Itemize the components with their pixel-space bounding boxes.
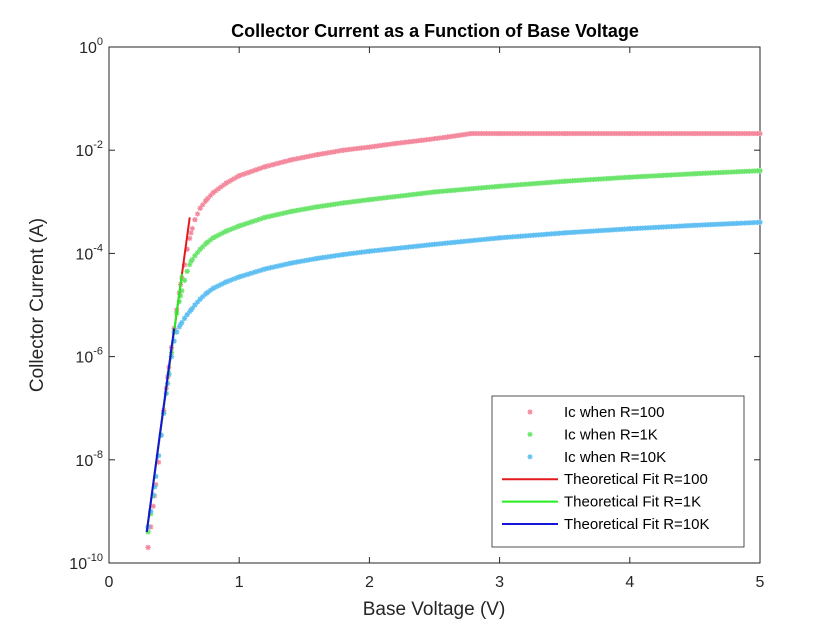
y-tick-base: 10	[79, 40, 97, 57]
data-point	[757, 220, 762, 225]
legend-marker	[527, 409, 532, 414]
x-tick-label: 3	[495, 574, 504, 591]
y-tick-base: 10	[75, 246, 93, 263]
data-point	[195, 211, 200, 216]
legend-entry-label: Theoretical Fit R=100	[564, 471, 708, 488]
legend: Ic when R=100 Ic when R=1K Ic when R=10K Th…	[492, 396, 744, 547]
chart-title: Collector Current as a Function of Base …	[231, 21, 639, 41]
y-tick-base: 10	[75, 453, 93, 470]
x-tick-label: 5	[756, 574, 765, 591]
y-tick-exponent: -8	[93, 449, 103, 461]
data-point	[757, 131, 762, 136]
x-tick-label: 2	[365, 574, 374, 591]
y-tick-exponent: -2	[93, 139, 103, 151]
data-point	[190, 226, 195, 231]
legend-marker	[527, 454, 532, 459]
y-tick-exponent: -6	[93, 346, 103, 358]
y-axis-label: Collector Current (A)	[27, 218, 48, 392]
legend-entry-label: Theoretical Fit R=1K	[564, 494, 701, 511]
data-point	[182, 278, 187, 283]
data-point	[177, 324, 182, 329]
data-point	[192, 217, 197, 222]
y-tick-exponent: -10	[87, 552, 103, 564]
legend-entry-label: Ic when R=1K	[564, 426, 658, 443]
y-tick-base: 10	[75, 143, 93, 160]
y-tick-exponent: -4	[93, 242, 103, 254]
data-point	[182, 316, 187, 321]
legend-entry-label: Ic when R=10K	[564, 449, 666, 466]
y-tick-exponent: 0	[97, 36, 103, 48]
legend-marker	[527, 432, 532, 437]
x-axis-label: Base Voltage (V)	[363, 599, 506, 620]
legend-entry-label: Theoretical Fit R=10K	[564, 516, 709, 533]
data-point	[198, 206, 203, 211]
y-tick-base: 10	[75, 350, 93, 367]
x-tick-label: 4	[625, 574, 634, 591]
data-point	[757, 168, 762, 173]
data-point	[187, 262, 192, 267]
legend-entry-label: Ic when R=100	[564, 404, 664, 421]
x-tick-label: 0	[105, 574, 114, 591]
data-point	[145, 545, 150, 550]
y-tick-base: 10	[69, 556, 87, 573]
data-point	[190, 257, 195, 262]
x-tick-label: 1	[235, 574, 244, 591]
data-point	[179, 320, 184, 325]
data-point	[185, 269, 190, 274]
data-point	[200, 202, 205, 207]
